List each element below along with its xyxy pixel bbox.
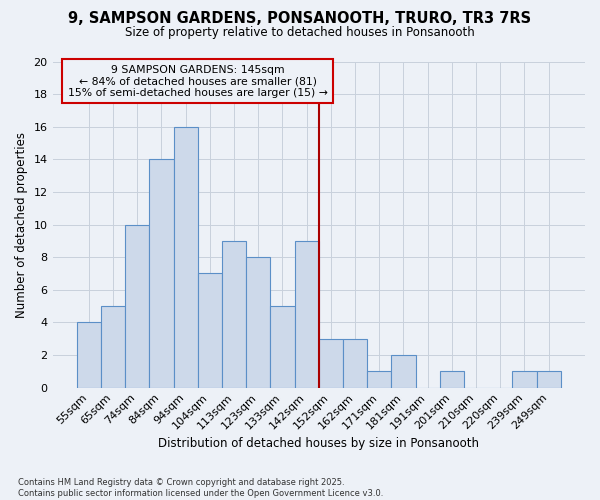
Bar xyxy=(319,338,343,388)
Bar xyxy=(198,274,222,388)
Bar xyxy=(536,372,561,388)
Bar xyxy=(271,306,295,388)
Text: 9, SAMPSON GARDENS, PONSANOOTH, TRURO, TR3 7RS: 9, SAMPSON GARDENS, PONSANOOTH, TRURO, T… xyxy=(68,11,532,26)
Bar xyxy=(101,306,125,388)
Bar xyxy=(246,257,271,388)
Text: Contains HM Land Registry data © Crown copyright and database right 2025.
Contai: Contains HM Land Registry data © Crown c… xyxy=(18,478,383,498)
Y-axis label: Number of detached properties: Number of detached properties xyxy=(15,132,28,318)
Bar xyxy=(125,224,149,388)
Text: Size of property relative to detached houses in Ponsanooth: Size of property relative to detached ho… xyxy=(125,26,475,39)
Bar xyxy=(367,372,391,388)
Text: 9 SAMPSON GARDENS: 145sqm
← 84% of detached houses are smaller (81)
15% of semi-: 9 SAMPSON GARDENS: 145sqm ← 84% of detac… xyxy=(68,65,328,98)
Bar xyxy=(512,372,536,388)
Bar xyxy=(149,160,173,388)
X-axis label: Distribution of detached houses by size in Ponsanooth: Distribution of detached houses by size … xyxy=(158,437,479,450)
Bar xyxy=(295,241,319,388)
Bar xyxy=(77,322,101,388)
Bar xyxy=(173,126,198,388)
Bar xyxy=(222,241,246,388)
Bar xyxy=(391,355,416,388)
Bar xyxy=(440,372,464,388)
Bar xyxy=(343,338,367,388)
